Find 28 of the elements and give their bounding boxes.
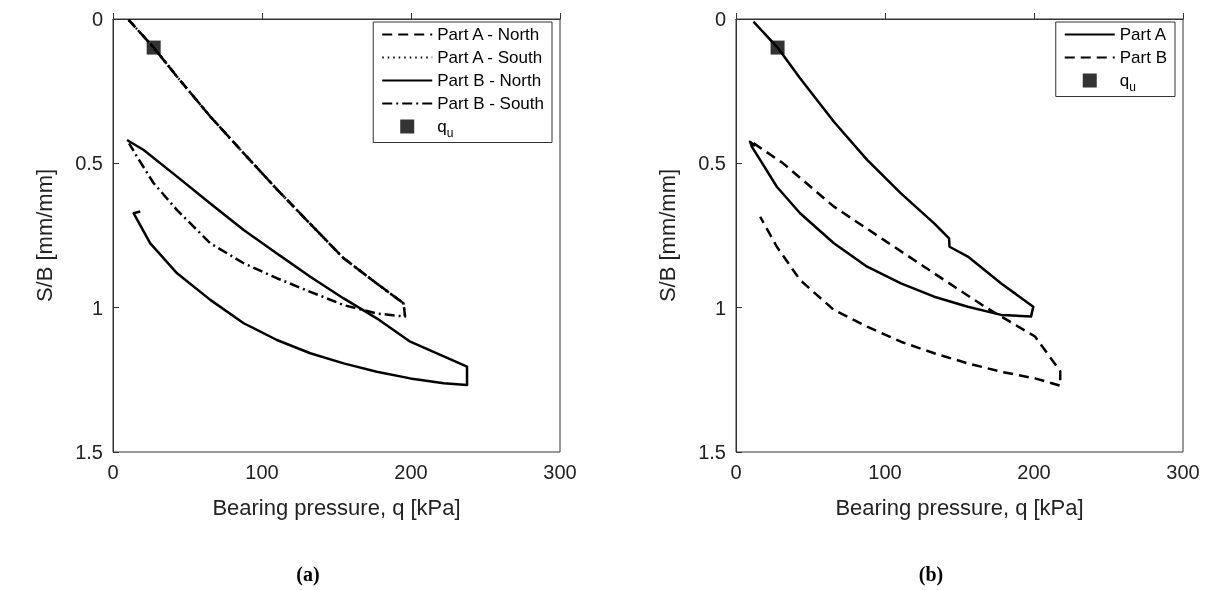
y-tick-label: 1.5 xyxy=(75,441,103,463)
x-tick-label: 0 xyxy=(107,461,119,483)
x-tick-label: 200 xyxy=(1017,461,1051,483)
text: (b) xyxy=(918,563,944,586)
x-tick-label: 300 xyxy=(1166,461,1200,483)
y-tick-label: 0.5 xyxy=(698,152,726,175)
x-tick-label: 100 xyxy=(245,461,279,483)
x-tick-label: 200 xyxy=(394,461,428,483)
text: (a) xyxy=(296,563,320,586)
y-tick-label: 1 xyxy=(91,296,103,319)
x-tick-label: 300 xyxy=(543,461,577,483)
x-axis-title: Bearing pressure, q [kPa] xyxy=(212,494,461,520)
y-tick-label: 1 xyxy=(714,296,726,319)
y-tick-label: 0.5 xyxy=(75,152,103,175)
legend-label: Part B xyxy=(1119,48,1168,67)
x-axis-title: Bearing pressure, q [kPa] xyxy=(835,494,1084,520)
y-tick-label: 0 xyxy=(714,8,726,30)
x-tick-label: 100 xyxy=(868,461,902,483)
legend-label: Part A xyxy=(1119,25,1167,44)
legend-label: Part B - North xyxy=(437,71,542,90)
legend-label: Part B - South xyxy=(437,94,545,113)
legend-label: Part A - South xyxy=(437,48,543,67)
legend-label: Part A - North xyxy=(437,25,540,44)
y-tick-label: 0 xyxy=(91,8,103,30)
x-tick-label: 0 xyxy=(730,461,742,483)
y-axis-title: S/B [mm/mm] xyxy=(31,168,57,303)
y-tick-label: 1.5 xyxy=(698,441,726,463)
y-axis-title: S/B [mm/mm] xyxy=(654,168,680,303)
